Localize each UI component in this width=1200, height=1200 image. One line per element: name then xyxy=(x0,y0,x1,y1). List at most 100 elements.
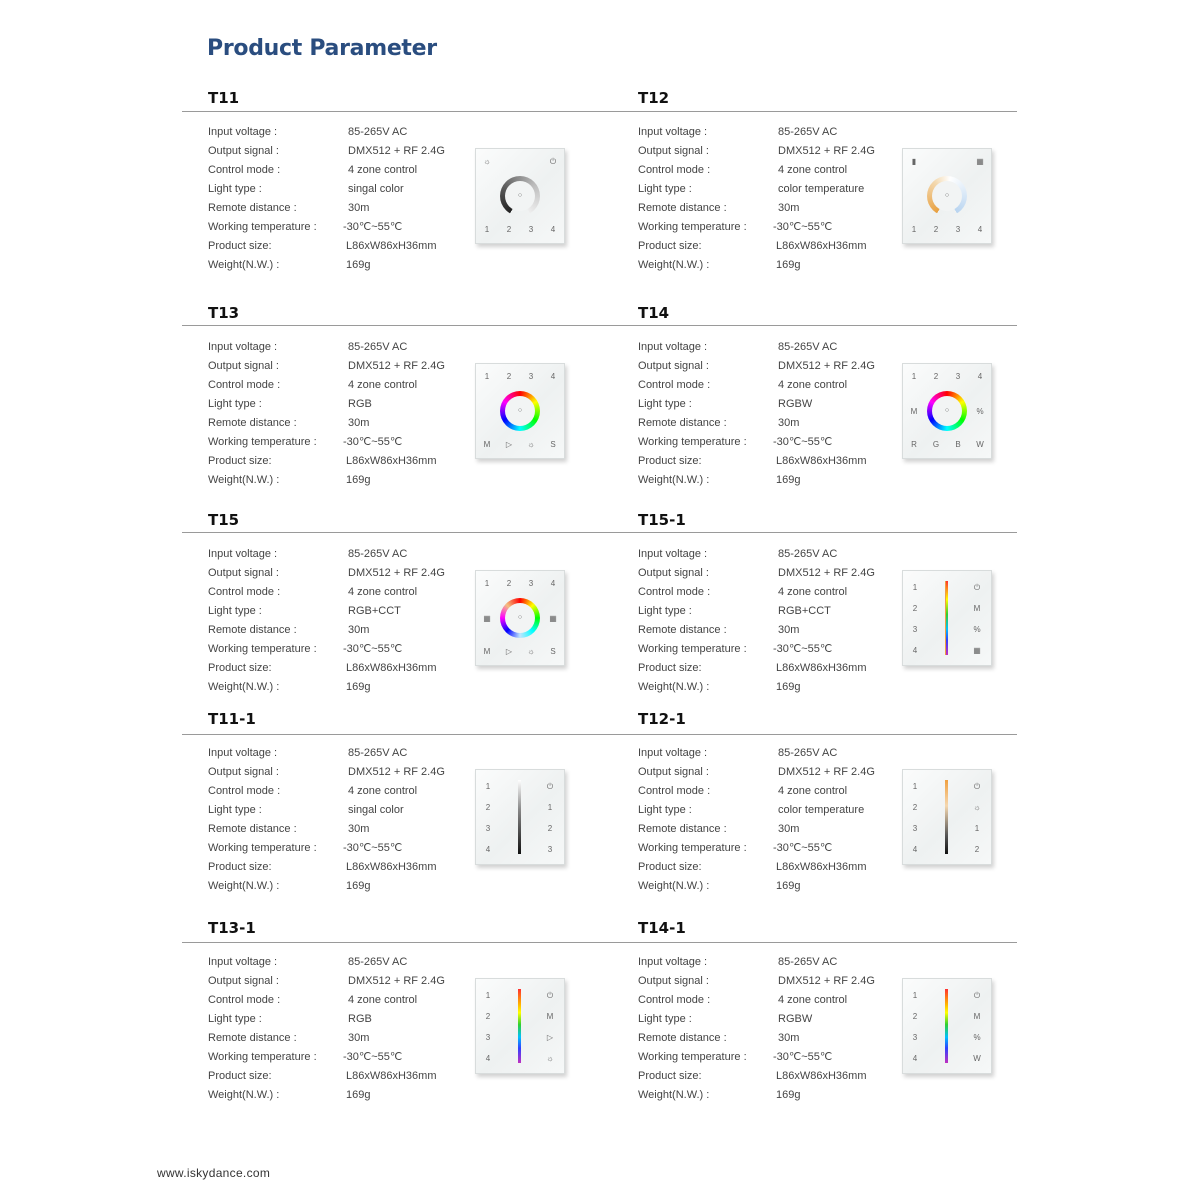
panel-button-left: 1 xyxy=(485,782,491,791)
spec-value: L86xW86xH36mm xyxy=(776,662,867,674)
spec-value: 85-265V AC xyxy=(778,341,838,353)
power-icon: ○ xyxy=(517,192,523,199)
color-ring xyxy=(500,391,540,431)
spec-label: Output signal : xyxy=(208,975,279,987)
spec-label: Control mode : xyxy=(638,379,711,391)
spec-value: RGB xyxy=(348,398,372,410)
panel-button-bottom: B xyxy=(955,440,961,449)
spec-label: Light type : xyxy=(638,398,692,410)
spec-value: 85-265V AC xyxy=(778,956,838,968)
spec-label: Product size: xyxy=(208,1070,272,1082)
spec-value: 169g xyxy=(346,1089,371,1101)
spec-value: -30℃~55℃ xyxy=(773,643,833,655)
panel-button-right: M xyxy=(973,604,981,613)
spec-value: 30m xyxy=(348,417,370,429)
spec-value: DMX512 + RF 2.4G xyxy=(778,567,875,579)
spec-value: 85-265V AC xyxy=(348,747,408,759)
panel-button-left: 3 xyxy=(912,625,918,634)
slider-bar xyxy=(945,989,948,1063)
spec-label: Remote distance : xyxy=(638,624,727,636)
spec-label: Input voltage : xyxy=(208,747,278,759)
spec-label: Output signal : xyxy=(208,567,279,579)
wall-panel-image: ○ ▮ ▦ 1 2 3 4 xyxy=(902,148,992,244)
panel-button-left: 1 xyxy=(912,782,918,791)
product-title: T13-1 xyxy=(208,919,256,937)
color-ring xyxy=(500,598,540,638)
spec-value: 4 zone control xyxy=(778,994,848,1006)
panel-button-left: 2 xyxy=(912,1012,918,1021)
footer-url: www.iskydance.com xyxy=(157,1166,271,1180)
spec-value: -30℃~55℃ xyxy=(343,221,403,233)
spec-label: Working temperature : xyxy=(208,1051,317,1063)
spec-label: Weight(N.W.) : xyxy=(208,1089,280,1101)
spec-label: Light type : xyxy=(638,183,692,195)
panel-button-bottom: 4 xyxy=(977,225,983,234)
spec-value: 4 zone control xyxy=(778,379,848,391)
spec-value: 30m xyxy=(778,1032,800,1044)
panel-button-top: 3 xyxy=(955,372,961,381)
spec-value: singal color xyxy=(348,183,404,195)
panel-button-right: M xyxy=(546,1012,554,1021)
spec-value: 169g xyxy=(346,474,371,486)
spec-value: DMX512 + RF 2.4G xyxy=(348,145,445,157)
panel-button-left: 1 xyxy=(912,583,918,592)
spec-label: Product size: xyxy=(638,1070,702,1082)
spec-value: 85-265V AC xyxy=(348,341,408,353)
spec-label: Product size: xyxy=(208,662,272,674)
section-divider xyxy=(182,325,1017,326)
spec-value: 169g xyxy=(776,880,801,892)
spec-label: Light type : xyxy=(208,1013,262,1025)
panel-button-right: ⏻ xyxy=(546,782,554,791)
spec-value: 4 zone control xyxy=(778,164,848,176)
spec-label: Product size: xyxy=(208,240,272,252)
spec-label: Light type : xyxy=(208,398,262,410)
panel-button-left: 4 xyxy=(912,1054,918,1063)
panel-button-top: 2 xyxy=(506,372,512,381)
wall-panel-image: 1 2 3 4 ⏻ M% ▦ xyxy=(902,570,992,666)
color-ring xyxy=(500,176,540,216)
panel-button-bottom: W xyxy=(976,440,984,449)
panel-button-bottom: M xyxy=(483,647,491,656)
spec-label: Working temperature : xyxy=(638,221,747,233)
spec-label: Input voltage : xyxy=(208,956,278,968)
panel-button-right: 3 xyxy=(547,845,553,854)
panel-button-right: ⏻ xyxy=(546,991,554,1000)
panel-button-right: % xyxy=(973,1033,981,1042)
spec-label: Working temperature : xyxy=(638,436,747,448)
spec-label: Working temperature : xyxy=(638,643,747,655)
panel-button-right: ▦ xyxy=(973,646,981,655)
spec-value: DMX512 + RF 2.4G xyxy=(778,145,875,157)
spec-value: 4 zone control xyxy=(348,164,418,176)
spec-value: L86xW86xH36mm xyxy=(346,455,437,467)
spec-value: 30m xyxy=(778,202,800,214)
panel-button-right: 1 xyxy=(974,824,980,833)
spec-label: Light type : xyxy=(638,605,692,617)
product-title: T12 xyxy=(638,89,670,107)
wall-panel-image: ○ ☼ ⏻ 1 2 3 4 xyxy=(475,148,565,244)
spec-label: Working temperature : xyxy=(208,842,317,854)
panel-button-left: 1 xyxy=(485,991,491,1000)
spec-value: L86xW86xH36mm xyxy=(776,861,867,873)
spec-label: Input voltage : xyxy=(208,341,278,353)
product-title: T12-1 xyxy=(638,710,686,728)
spec-label: Light type : xyxy=(638,804,692,816)
panel-button-left: 3 xyxy=(485,824,491,833)
spec-label: Remote distance : xyxy=(208,202,297,214)
panel-button-bottom: ☼ xyxy=(527,647,535,656)
spec-label: Weight(N.W.) : xyxy=(638,880,710,892)
spec-label: Product size: xyxy=(208,455,272,467)
power-icon: ○ xyxy=(944,407,950,414)
panel-button-bottom: ▷ xyxy=(505,440,513,449)
panel-button-left: 3 xyxy=(912,1033,918,1042)
spec-label: Output signal : xyxy=(638,975,709,987)
spec-label: Product size: xyxy=(638,662,702,674)
spec-label: Control mode : xyxy=(208,379,281,391)
panel-button-bottom: 4 xyxy=(550,225,556,234)
panel-button-right: ☼ xyxy=(546,1054,554,1063)
spec-label: Output signal : xyxy=(638,360,709,372)
product-title: T11-1 xyxy=(208,710,256,728)
spec-label: Weight(N.W.) : xyxy=(208,681,280,693)
panel-button-left: 4 xyxy=(485,845,491,854)
spec-label: Output signal : xyxy=(208,766,279,778)
panel-button-top: 1 xyxy=(484,579,490,588)
